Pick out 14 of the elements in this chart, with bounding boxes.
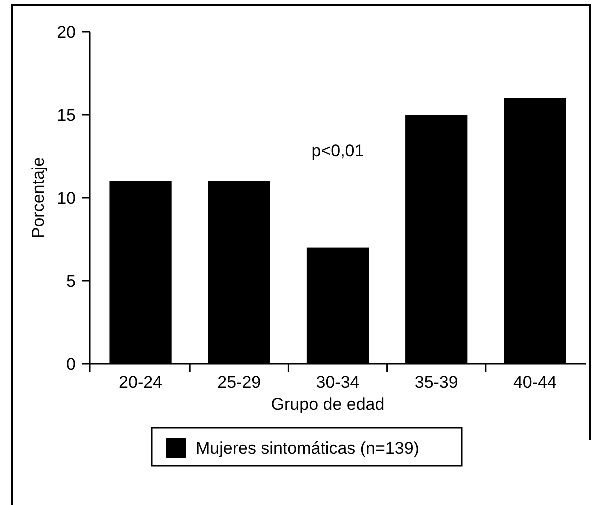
y-tick-label: 15 <box>57 106 76 125</box>
annotation: p<0,01 <box>312 142 364 160</box>
y-tick-label: 10 <box>57 188 76 208</box>
x-tick-label: 40-44 <box>513 373 557 392</box>
y-tick-label: 5 <box>66 272 76 291</box>
x-tick-label: 35-39 <box>414 373 458 392</box>
legend-label: Mujeres sintomáticas (n=139) <box>196 438 420 458</box>
y-axis-title: Porcentaje <box>29 157 48 239</box>
x-axis-title: Grupo de edad <box>271 395 385 414</box>
y-tick-label: 0 <box>66 354 76 374</box>
x-tick-label: 20-24 <box>119 373 163 392</box>
x-tick-label: 30-34 <box>316 373 360 392</box>
x-tick-label: 25-29 <box>218 373 262 392</box>
y-tick-label: 20 <box>57 22 76 42</box>
